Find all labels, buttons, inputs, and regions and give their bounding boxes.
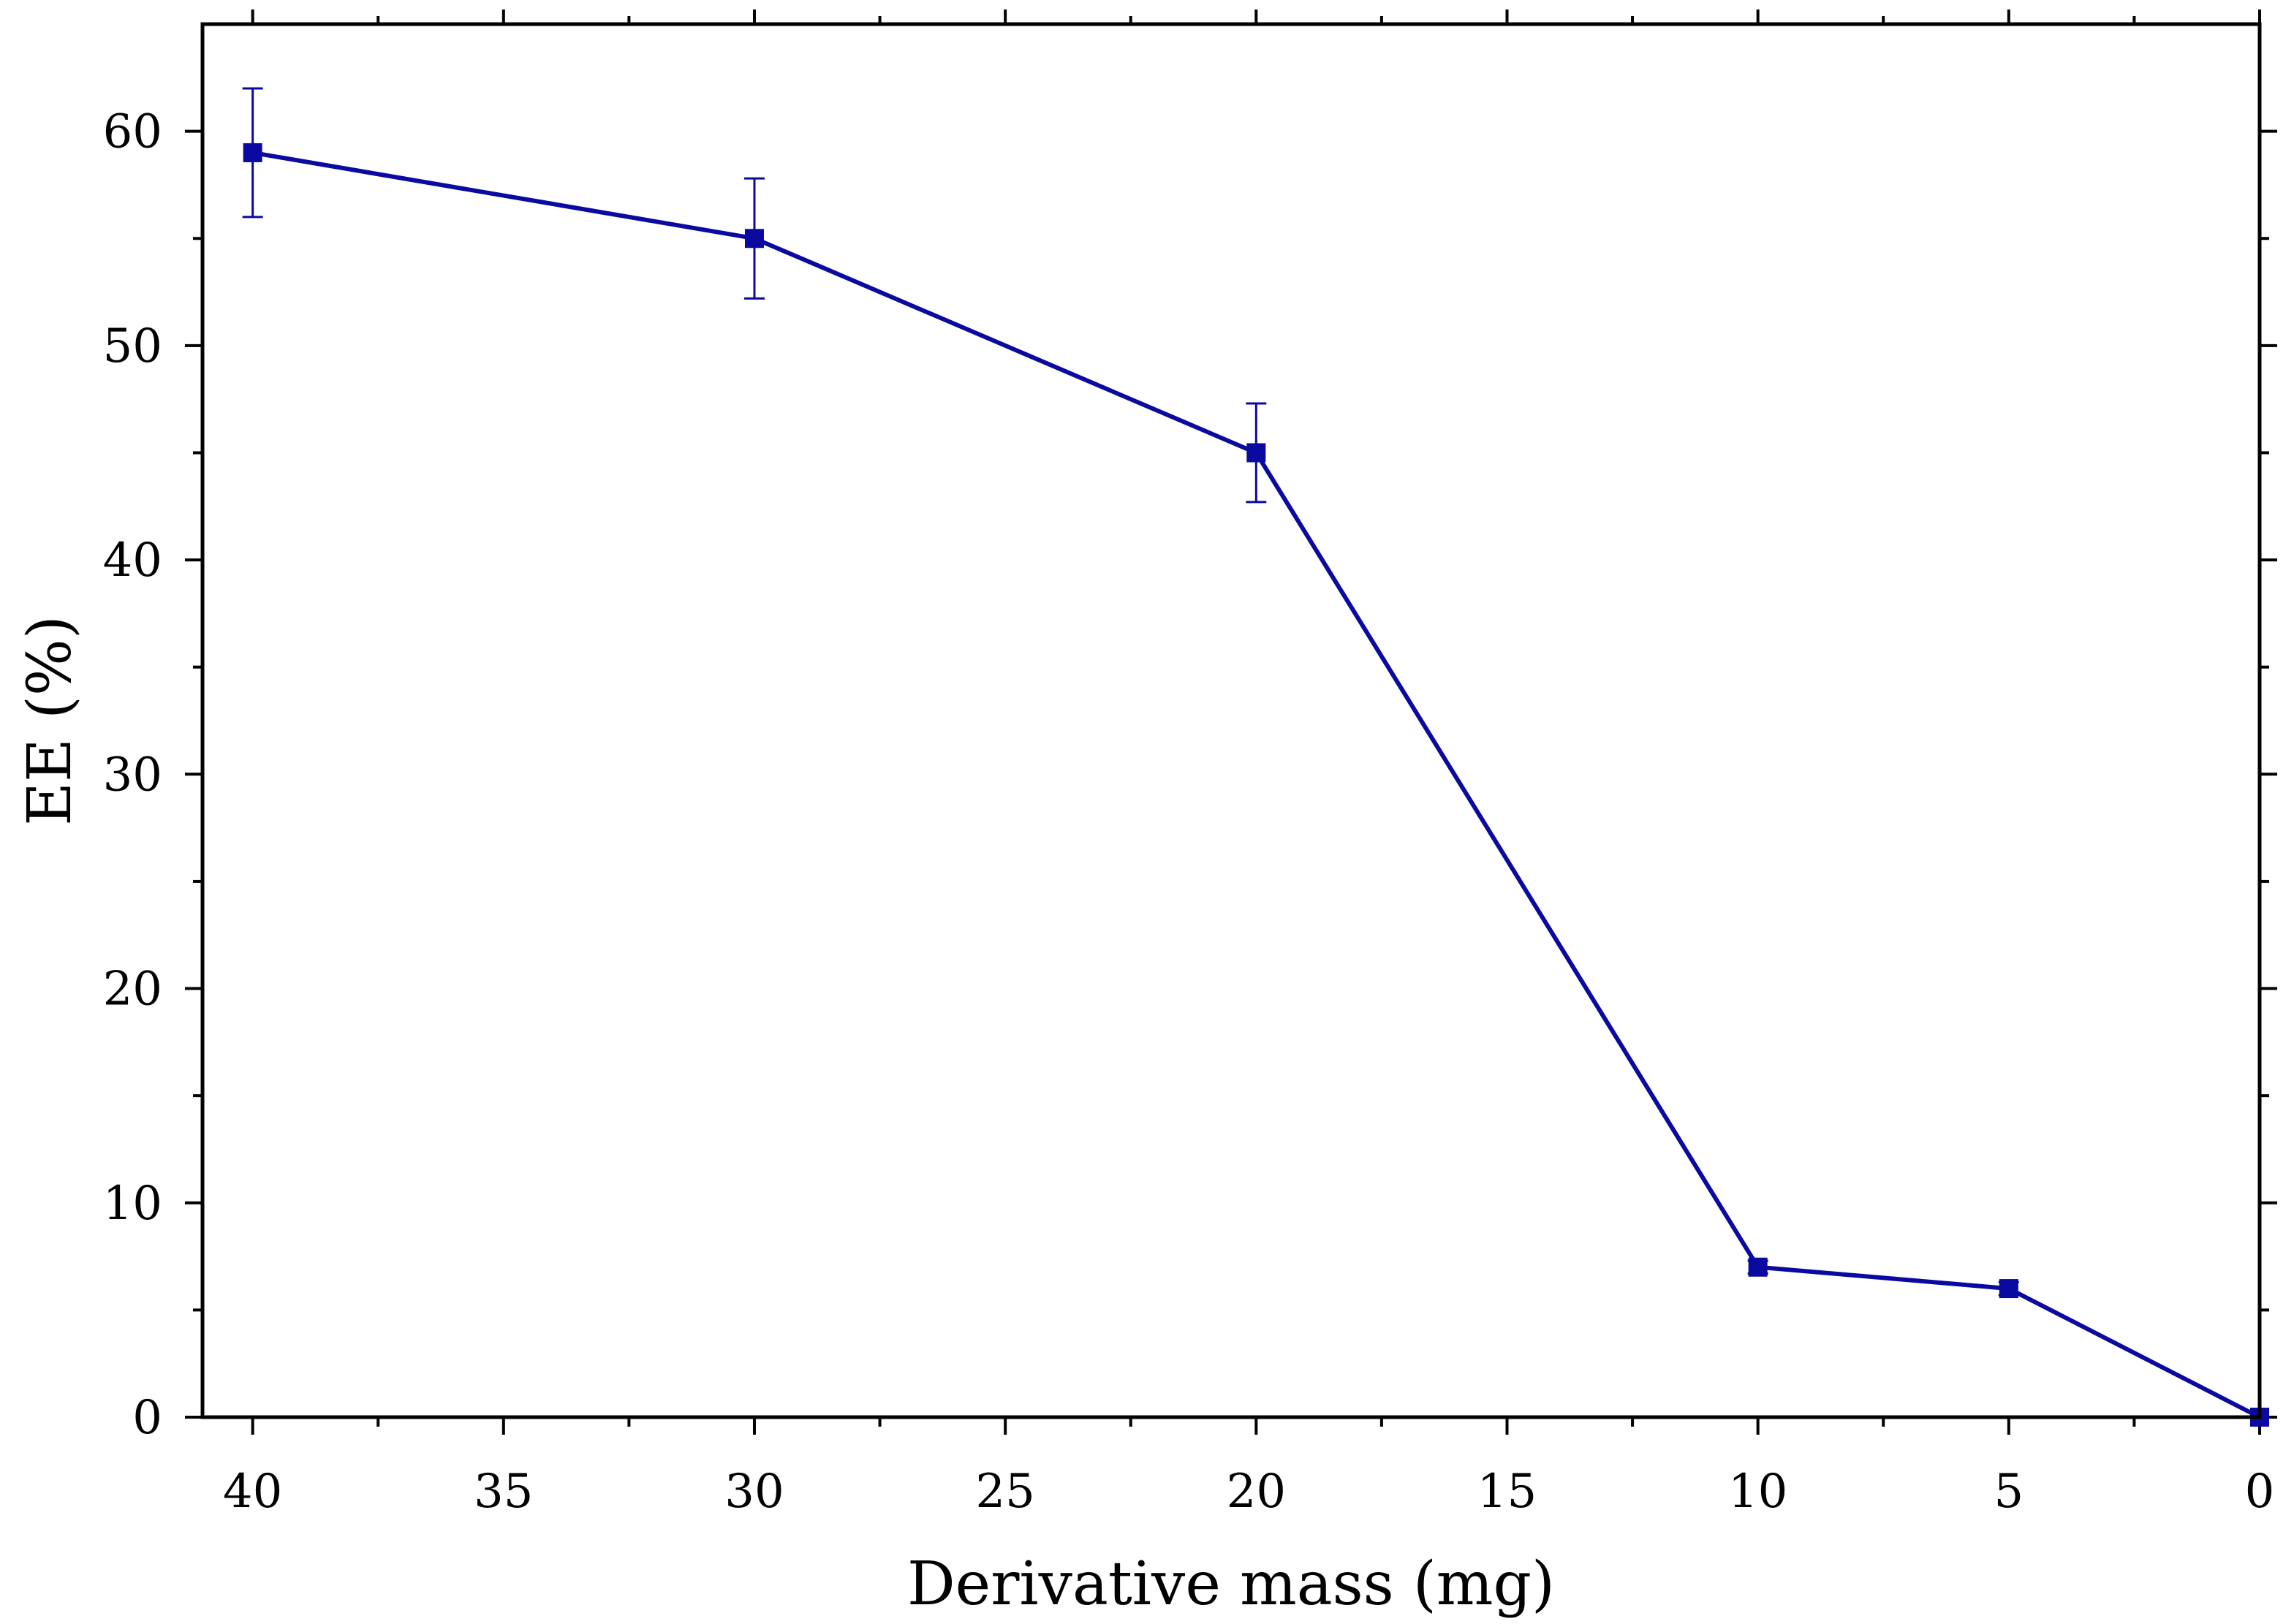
- x-tick-label: 20: [1227, 1465, 1286, 1519]
- y-tick-label: 50: [103, 319, 162, 373]
- y-tick-label: 60: [103, 105, 162, 159]
- x-tick-label: 35: [474, 1465, 533, 1519]
- x-tick-label: 15: [1477, 1465, 1537, 1519]
- y-tick-labels: 0 10 20 30 40 50 60: [103, 105, 162, 1445]
- x-tick-label: 10: [1728, 1465, 1787, 1519]
- x-tick-label: 0: [2245, 1465, 2275, 1519]
- y-tick-label: 10: [103, 1177, 162, 1231]
- series-layer: [242, 87, 2269, 1427]
- y-axis-title: EE (%): [15, 615, 85, 826]
- data-point: [744, 229, 764, 248]
- data-point: [1246, 443, 1266, 463]
- x-tick-label: 40: [223, 1465, 282, 1519]
- data-point: [1999, 1279, 2018, 1299]
- y-tick-label: 30: [103, 748, 162, 802]
- y-tick-label: 20: [103, 963, 162, 1017]
- plot-frame: [200, 22, 2262, 1419]
- data-point: [243, 143, 262, 162]
- series-line: [252, 150, 2261, 1419]
- x-tick-label: 5: [1994, 1465, 2024, 1519]
- data-point: [1748, 1257, 1768, 1277]
- y-tick-label: 40: [103, 534, 162, 588]
- x-tick-label: 25: [975, 1465, 1034, 1519]
- x-tick-labels: 40 35 30 25 20 15 10 5 0: [223, 1465, 2274, 1519]
- x-tick-label: 30: [724, 1465, 784, 1519]
- x-axis-title: Derivative mass (mg): [907, 1549, 1555, 1619]
- axis-ticks: [185, 10, 2277, 1435]
- y-tick-label: 0: [132, 1391, 162, 1445]
